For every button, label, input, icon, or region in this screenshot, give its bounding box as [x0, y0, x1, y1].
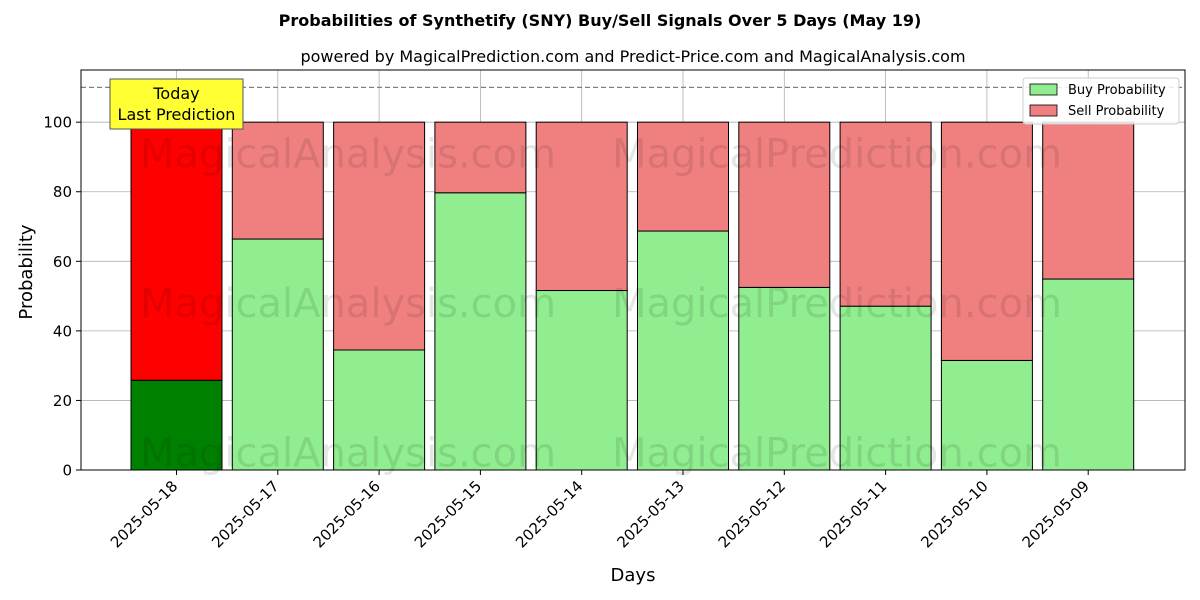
x-tick-label: 2025-05-09: [1019, 477, 1093, 551]
sell-bar: [535, 121, 628, 292]
x-axis-label: Days: [611, 565, 656, 586]
y-tick-label: 40: [53, 322, 72, 340]
x-tick-label: 2025-05-17: [208, 477, 282, 551]
x-tick-label: 2025-05-14: [512, 477, 586, 551]
annotation-text: Last Prediction: [118, 105, 236, 124]
sell-bar: [738, 121, 831, 288]
x-tick-label: 2025-05-12: [715, 477, 789, 551]
legend-box: [1022, 77, 1180, 125]
x-tick-label: 2025-05-15: [411, 477, 485, 551]
legend-swatch: [1029, 104, 1058, 117]
x-tick-label: 2025-05-11: [816, 477, 890, 551]
bars: [130, 121, 1135, 471]
legend-label: Sell Probability: [1068, 104, 1165, 119]
chart-subtitle: powered by MagicalPrediction.com and Pre…: [300, 47, 965, 66]
today-annotation: Today Last Prediction: [109, 78, 244, 130]
annotation-box: [109, 78, 244, 130]
watermark: MagicalPrediction.com: [612, 281, 1062, 327]
y-tick-label: 20: [53, 392, 72, 410]
legend-label: Buy Probability: [1068, 83, 1166, 98]
y-axis-ticks: 0 20 40 60 80 100: [43, 114, 81, 480]
x-tick-label: 2025-05-10: [917, 477, 991, 551]
watermark: MagicalPrediction.com: [612, 431, 1062, 477]
y-axis-label: Probability: [16, 224, 37, 319]
plot-frame: [80, 69, 1186, 471]
buy-bar: [130, 379, 223, 471]
watermark: MagicalAnalysis.com: [140, 131, 556, 177]
watermark: MagicalAnalysis.com: [140, 431, 556, 477]
watermark: MagicalPrediction.com: [612, 131, 1062, 177]
x-axis-ticks: 2025-05-18 2025-05-17 2025-05-16 2025-05-15…: [107, 470, 1093, 551]
sell-bar: [130, 121, 223, 381]
buy-bar: [738, 286, 831, 471]
buy-bar: [1042, 278, 1135, 471]
buy-bar: [333, 349, 426, 471]
legend-swatch: [1029, 83, 1058, 96]
watermark: MagicalAnalysis.com: [140, 281, 556, 327]
x-tick-label: 2025-05-13: [613, 477, 687, 551]
chart-title: Probabilities of Synthetify (SNY) Buy/Se…: [279, 11, 922, 30]
sell-bar: [637, 121, 729, 232]
watermarks: MagicalAnalysis.com MagicalPrediction.com…: [140, 131, 1062, 476]
y-tick-label: 100: [43, 114, 72, 132]
sell-bar: [231, 121, 324, 240]
buy-bar: [839, 305, 932, 471]
y-tick-label: 0: [62, 462, 72, 480]
buy-bar: [940, 359, 1033, 471]
sell-bar: [1042, 121, 1135, 280]
buy-bar: [434, 192, 527, 471]
buy-bar: [637, 230, 729, 471]
sell-bar: [333, 121, 426, 351]
x-tick-label: 2025-05-16: [310, 477, 384, 551]
sell-bar: [839, 121, 932, 307]
sell-bar: [940, 121, 1033, 361]
buy-bar: [535, 290, 628, 471]
legend: Buy Probability Sell Probability: [1022, 77, 1180, 125]
annotation-text: Today: [152, 84, 199, 103]
x-tick-label: 2025-05-18: [107, 477, 181, 551]
y-tick-label: 60: [53, 253, 72, 271]
sell-bar: [434, 121, 527, 194]
y-tick-label: 80: [53, 183, 72, 201]
